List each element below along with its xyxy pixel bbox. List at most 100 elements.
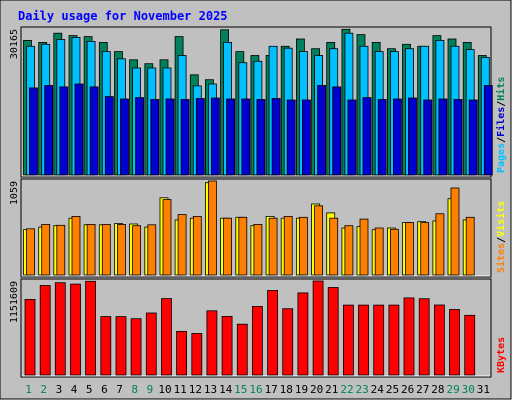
bar-kbytes-day-2 (39, 285, 51, 376)
bar-sites-day-6 (101, 223, 111, 276)
panel-series-label: KBytes (496, 337, 507, 373)
bar-pages-day-29 (453, 99, 463, 176)
bar-kbytes-day-1 (24, 298, 36, 376)
bar-kbytes-day-8 (130, 318, 142, 376)
bar-pages-day-9 (150, 99, 160, 176)
x-tick-label-day-22: 22 (340, 383, 353, 396)
bar-sites-day-8 (132, 225, 142, 276)
bar-pages-day-31 (483, 85, 493, 176)
bar-kbytes-day-16 (251, 305, 263, 376)
panel-series-label-part: Sites (495, 243, 507, 273)
x-tick-label-day-15: 15 (234, 383, 247, 396)
bar-sites-day-27 (420, 222, 430, 276)
bar-sites-day-2 (41, 223, 51, 276)
chart-panels: 30165Pages/Files/Hits1059Sites/Visits115… (9, 26, 507, 378)
panel-max-label: 30165 (9, 29, 20, 59)
bar-sites-day-28 (435, 213, 445, 276)
bar-kbytes-day-11 (176, 330, 188, 376)
x-tick-label-day-28: 28 (431, 383, 444, 396)
bar-sites-day-16 (253, 223, 263, 276)
x-tick-label-day-4: 4 (71, 383, 78, 396)
bar-pages-day-8 (135, 97, 145, 176)
panel-max-label: 1059 (9, 181, 20, 205)
x-tick-label-day-25: 25 (386, 383, 399, 396)
x-tick-label-day-30: 30 (462, 383, 475, 396)
bar-sites-day-26 (405, 222, 414, 276)
x-tick-label-day-29: 29 (446, 383, 459, 396)
bar-sites-day-13 (207, 180, 217, 276)
bar-pages-day-17 (271, 98, 281, 176)
bar-kbytes-day-10 (161, 298, 172, 376)
panel-max-label: 1151609 (9, 281, 20, 323)
panel-series-label-part: / (496, 237, 507, 243)
bar-pages-day-27 (423, 99, 433, 176)
bar-kbytes-day-22 (342, 304, 354, 376)
bar-sites-day-11 (177, 214, 187, 276)
bar-kbytes-day-18 (282, 308, 294, 376)
x-tick-label-day-10: 10 (158, 383, 171, 396)
bar-kbytes-day-19 (297, 292, 309, 376)
bar-kbytes-day-28 (433, 304, 445, 376)
panel-series-label-part: Visits (495, 201, 507, 237)
panel-series-label-part: Pages (496, 143, 507, 173)
bar-pages-day-5 (89, 86, 99, 176)
bar-kbytes-day-25 (388, 304, 400, 376)
x-tick-label-day-8: 8 (131, 383, 138, 396)
bar-pages-day-6 (104, 96, 114, 176)
bar-sites-day-7 (117, 223, 126, 276)
bar-pages-day-26 (408, 97, 417, 176)
bar-kbytes-day-15 (236, 323, 248, 376)
panel-top: 30165 Pages/Files/Hits (9, 26, 507, 178)
bar-pages-day-15 (241, 98, 251, 176)
bar-sites-day-4 (71, 215, 81, 276)
bar-sites-day-5 (86, 223, 96, 276)
bar-kbytes-day-4 (70, 283, 81, 376)
bar-pages-day-13 (210, 97, 220, 176)
x-tick-label-day-16: 16 (249, 383, 262, 396)
x-axis-labels: 1 2 3 4 5 6 7 8 9 10 11 12 13 14 15 16 17 18 19 20 21 22 23 24 2… (25, 383, 490, 396)
panel-series-label-part: / (496, 101, 507, 107)
bar-pages-day-11 (180, 99, 190, 176)
bar-kbytes-day-30 (464, 314, 476, 376)
x-tick-label-day-9: 9 (147, 383, 154, 396)
x-tick-label-day-21: 21 (325, 383, 338, 396)
chart-title: Daily usage for November 2025 (18, 9, 228, 23)
panel-series-label: Sites/Visits (495, 201, 507, 273)
bar-sites-day-19 (298, 216, 308, 276)
x-tick-label-day-2: 2 (40, 383, 47, 396)
x-tick-label-day-1: 1 (25, 383, 32, 396)
bar-sites-day-21 (329, 217, 339, 276)
bar-sites-day-17 (268, 217, 278, 276)
x-tick-label-day-6: 6 (101, 383, 108, 396)
bar-sites-day-10 (162, 199, 172, 276)
bar-pages-day-7 (120, 98, 129, 176)
bar-pages-day-4 (74, 83, 84, 176)
panel-series-label-part: Hits (495, 77, 507, 101)
bar-pages-day-20 (317, 85, 327, 176)
bar-sites-day-22 (344, 225, 354, 276)
bar-kbytes-day-12 (191, 333, 203, 376)
bar-kbytes-day-27 (418, 298, 430, 376)
bar-pages-day-24 (377, 99, 387, 176)
bar-sites-day-9 (147, 224, 157, 276)
x-tick-label-day-3: 3 (56, 383, 63, 396)
bar-pages-day-25 (392, 98, 402, 176)
bar-pages-day-23 (362, 97, 372, 176)
bar-sites-day-1 (26, 228, 35, 276)
x-tick-label-day-12: 12 (189, 383, 202, 396)
bar-pages-day-16 (256, 99, 266, 176)
bar-kbytes-day-26 (403, 297, 415, 376)
x-tick-label-day-17: 17 (265, 383, 278, 396)
panel-series-label: Pages/Files/Hits (495, 77, 507, 173)
bar-kbytes-day-7 (115, 316, 127, 376)
bar-kbytes-day-23 (358, 304, 369, 376)
bar-pages-day-21 (332, 86, 342, 176)
x-tick-label-day-24: 24 (371, 383, 385, 396)
bar-pages-day-10 (165, 98, 175, 176)
x-tick-label-day-13: 13 (204, 383, 217, 396)
bar-sites-day-30 (465, 216, 475, 276)
bar-sites-day-24 (374, 227, 384, 276)
panel-series-label-part: / (496, 137, 507, 143)
bar-kbytes-day-17 (267, 289, 279, 376)
